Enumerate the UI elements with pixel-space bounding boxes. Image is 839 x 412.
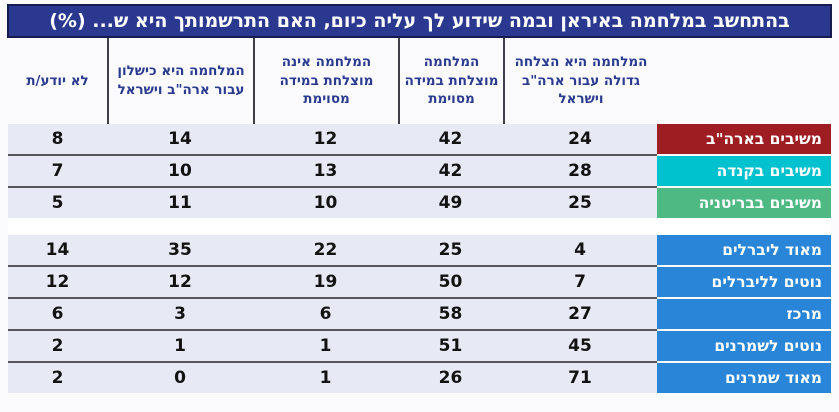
value-cell: 26 [398, 363, 503, 393]
table-row: מאוד ליברלים 4 25 22 35 14 [8, 235, 831, 265]
table-row: מרכז 27 58 6 3 6 [8, 299, 831, 329]
row-label: נוטים לשמרנים [657, 331, 831, 361]
value-cell: 2 [8, 363, 107, 393]
page: בהתחשב במלחמה באיראן ובמה שידוע לך עליה … [0, 4, 839, 393]
value-cell: 71 [503, 363, 657, 393]
value-cell: 8 [8, 124, 107, 154]
value-cell: 1 [107, 331, 253, 361]
row-separator [8, 361, 657, 363]
value-cell: 2 [8, 331, 107, 361]
value-cell: 5 [8, 188, 107, 218]
row-separator [8, 186, 657, 188]
row-label: משיבים בקנדה [657, 156, 831, 186]
value-cell: 4 [503, 235, 657, 265]
page-title: בהתחשב במלחמה באיראן ובמה שידוע לך עליה … [7, 4, 832, 38]
value-cell: 42 [398, 156, 503, 186]
column-header: לא יודע/ת [26, 72, 89, 89]
value-cell: 6 [8, 299, 107, 329]
value-cell: 0 [107, 363, 253, 393]
value-cell: 58 [398, 299, 503, 329]
row-separator [8, 154, 657, 156]
value-cell: 25 [398, 235, 503, 265]
table-row: נוטים לשמרנים 45 51 1 1 2 [8, 331, 831, 361]
value-cell: 7 [8, 156, 107, 186]
table-row: מאוד שמרנים 71 26 1 0 2 [8, 363, 831, 393]
column-header: המלחמה מוצלחת במידה מסוימת [398, 38, 503, 124]
column-header: המלחמה היא הצלחה גדולה עבור ארה"ב וישראל [503, 38, 657, 124]
row-label: נוטים לליברלים [657, 267, 831, 297]
value-cell: 28 [503, 156, 657, 186]
table-header-row: המלחמה היא הצלחה גדולה עבור ארה"ב וישראל… [8, 38, 831, 124]
row-label: מאוד ליברלים [657, 235, 831, 265]
value-cell: 10 [107, 156, 253, 186]
value-cell: 10 [253, 188, 398, 218]
table-row: נוטים לליברלים 7 50 19 12 12 [8, 267, 831, 297]
value-cell: 12 [107, 267, 253, 297]
value-cell: 42 [398, 124, 503, 154]
value-cell: 6 [253, 299, 398, 329]
value-cell: 45 [503, 331, 657, 361]
table-body: משיבים בארה"ב 24 42 12 14 8 משיבים בקנדה 28 42 13… [8, 124, 831, 393]
value-cell: 49 [398, 188, 503, 218]
row-separator [8, 329, 657, 331]
survey-table: המלחמה היא הצלחה גדולה עבור ארה"ב וישראל… [8, 38, 831, 393]
column-header: המלחמה אינה מוצלחת במידה מסוימת [253, 38, 398, 124]
header-label-spacer [657, 38, 831, 124]
column-header: המלחמה היא כישלון עבור ארה"ב וישראל [107, 38, 253, 124]
value-cell: 22 [253, 235, 398, 265]
row-separator [8, 297, 657, 299]
value-cell: 27 [503, 299, 657, 329]
row-separator [8, 265, 657, 267]
value-cell: 7 [503, 267, 657, 297]
value-cell: 1 [253, 363, 398, 393]
row-label: משיבים בבריטניה [657, 188, 831, 218]
row-label: מאוד שמרנים [657, 363, 831, 393]
row-label: משיבים בארה"ב [657, 124, 831, 154]
value-cell: 51 [398, 331, 503, 361]
table-row: משיבים בבריטניה 25 49 10 11 5 [8, 188, 831, 218]
value-cell: 14 [8, 235, 107, 265]
value-cell: 3 [107, 299, 253, 329]
value-cell: 14 [107, 124, 253, 154]
table-row: משיבים בארה"ב 24 42 12 14 8 [8, 124, 831, 154]
value-cell: 12 [8, 267, 107, 297]
group-gap [8, 218, 831, 235]
value-cell: 1 [253, 331, 398, 361]
value-cell: 11 [107, 188, 253, 218]
value-cell: 19 [253, 267, 398, 297]
value-cell: 50 [398, 267, 503, 297]
value-cell: 24 [503, 124, 657, 154]
value-cell: 25 [503, 188, 657, 218]
table-row: משיבים בקנדה 28 42 13 10 7 [8, 156, 831, 186]
row-label: מרכז [657, 299, 831, 329]
value-cell: 12 [253, 124, 398, 154]
value-cell: 13 [253, 156, 398, 186]
value-cell: 35 [107, 235, 253, 265]
